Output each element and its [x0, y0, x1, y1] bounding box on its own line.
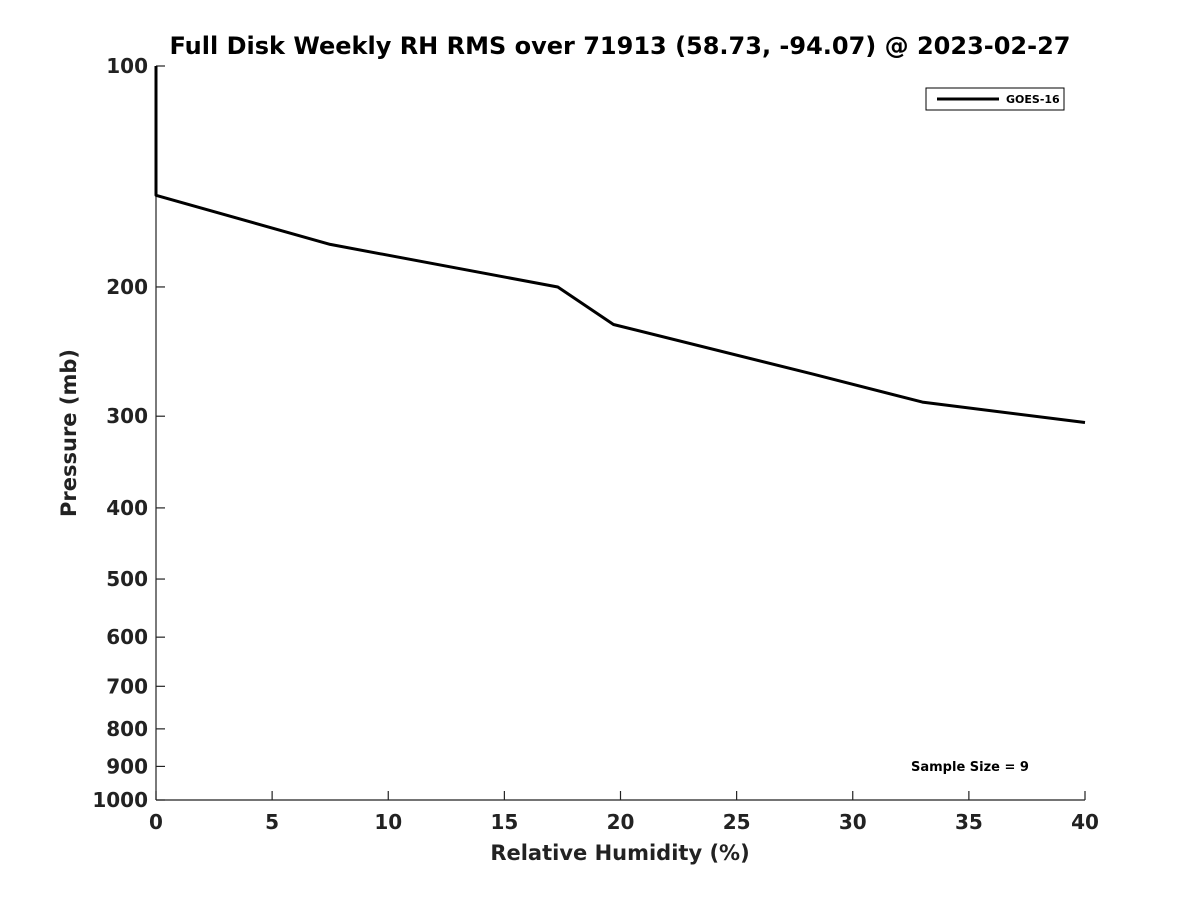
x-axis-ticks: 0 5 10 15 20 25 30 35 40	[149, 791, 1099, 834]
legend-label-goes-16: GOES-16	[1006, 93, 1060, 106]
y-tick-label: 300	[106, 404, 148, 428]
y-tick-label: 600	[106, 625, 148, 649]
y-axis-label: Pressure (mb)	[57, 349, 81, 517]
y-tick-label: 500	[106, 567, 148, 591]
y-tick-label: 400	[106, 496, 148, 520]
y-tick-label: 700	[106, 674, 148, 698]
x-tick-label: 5	[265, 810, 279, 834]
x-tick-label: 10	[374, 810, 402, 834]
sample-size-note: Sample Size = 9	[911, 760, 1029, 775]
x-tick-label: 25	[723, 810, 751, 834]
y-axis-ticks: 100 200 300 400 500 600 700 800 900 1000	[92, 54, 165, 812]
y-tick-label: 1000	[92, 788, 148, 812]
x-tick-label: 40	[1071, 810, 1099, 834]
x-tick-label: 30	[839, 810, 867, 834]
legend: GOES-16	[925, 87, 1065, 111]
x-tick-label: 15	[490, 810, 518, 834]
y-tick-label: 900	[106, 754, 148, 778]
x-tick-label: 35	[955, 810, 983, 834]
chart-title: Full Disk Weekly RH RMS over 71913 (58.7…	[169, 32, 1070, 60]
x-axis-label: Relative Humidity (%)	[490, 841, 749, 865]
x-tick-label: 20	[607, 810, 635, 834]
y-tick-label: 800	[106, 717, 148, 741]
x-tick-label: 0	[149, 810, 163, 834]
series-layer	[154, 66, 1086, 424]
series-line-goes-16	[154, 66, 1086, 424]
y-tick-label: 100	[106, 54, 148, 78]
y-tick-label: 200	[106, 275, 148, 299]
